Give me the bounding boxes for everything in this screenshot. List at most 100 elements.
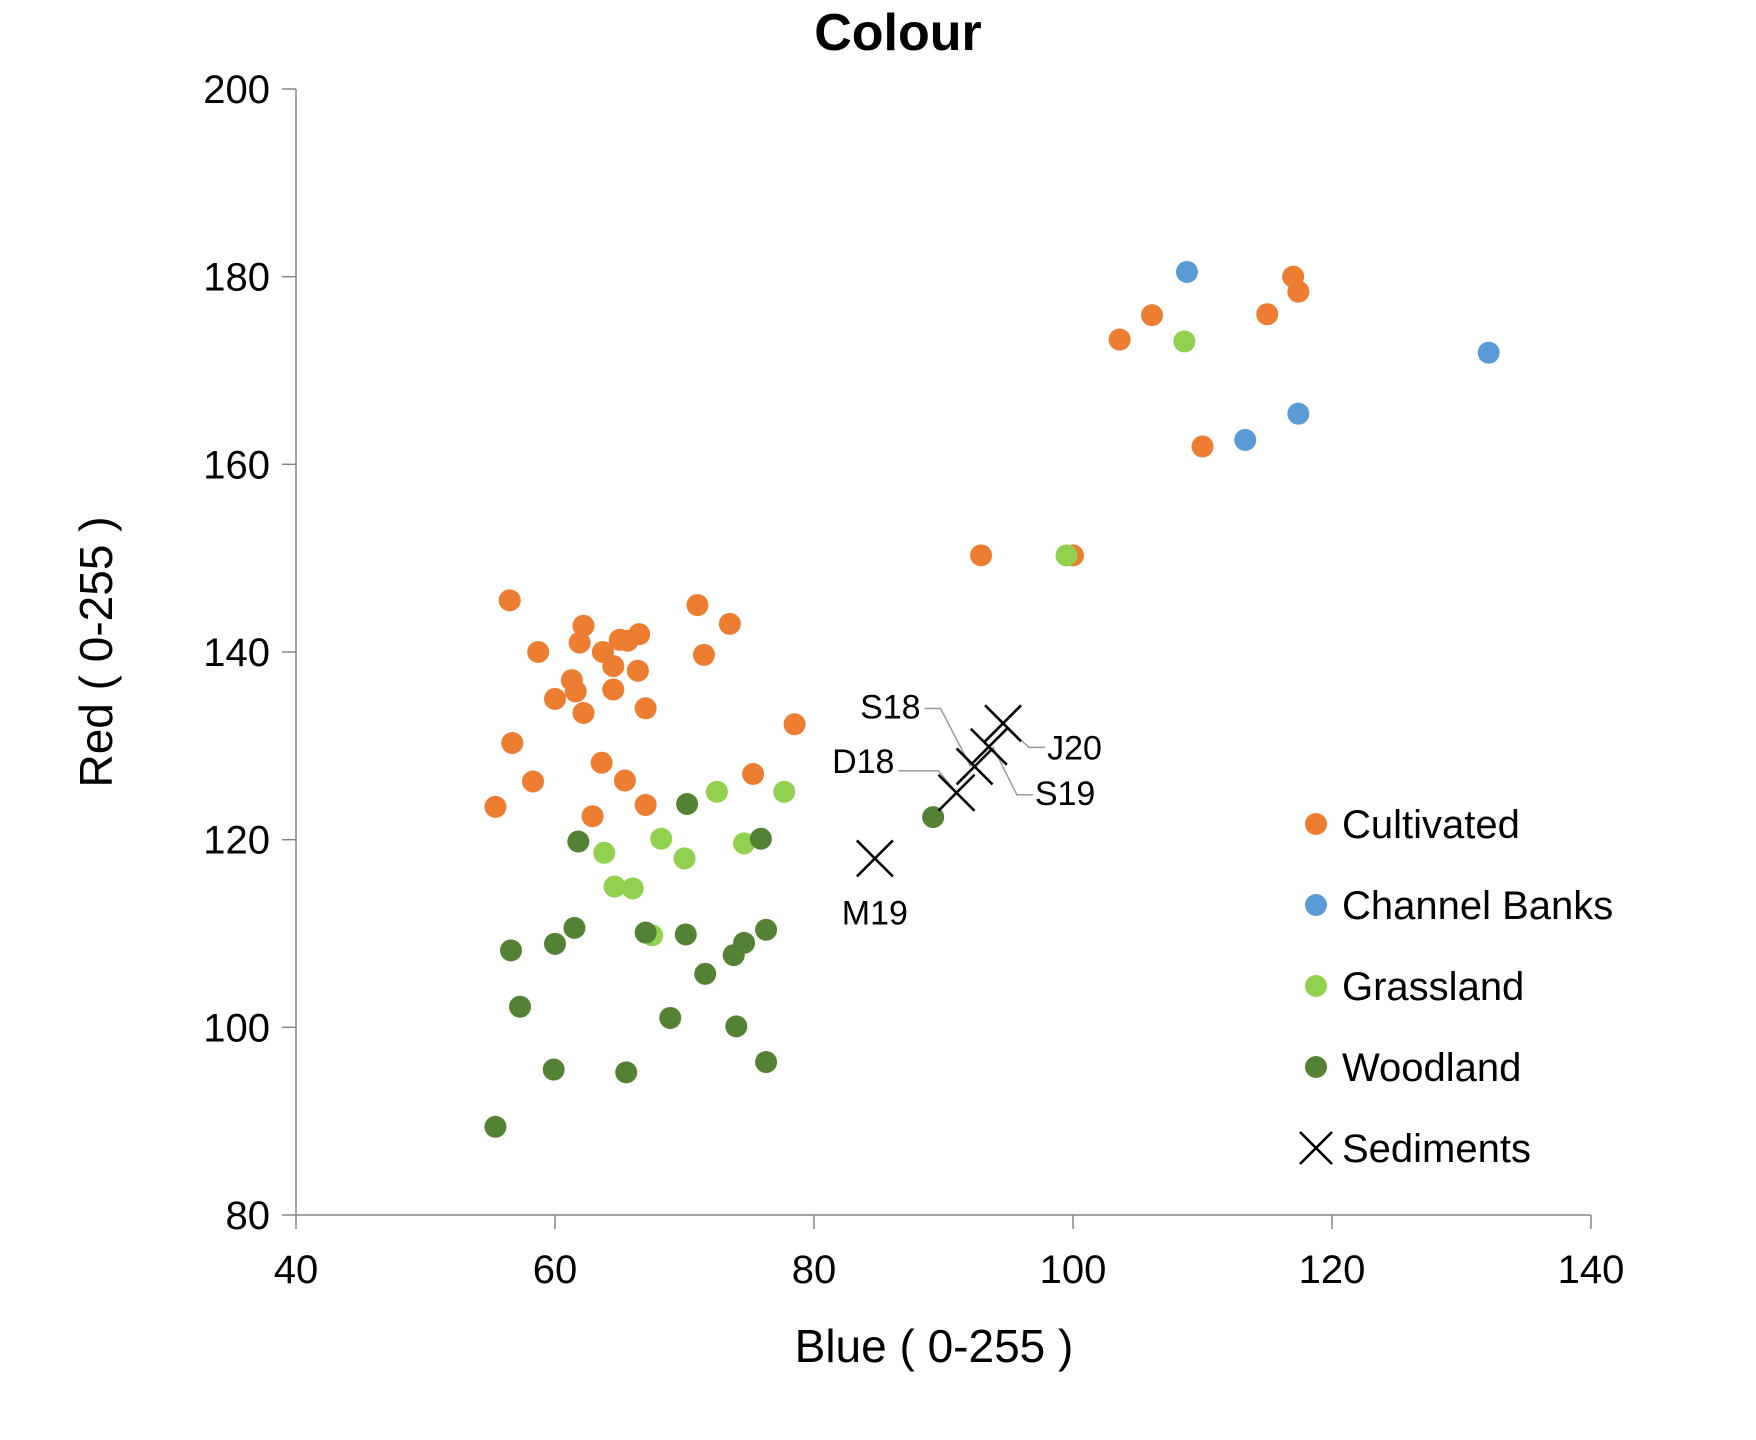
series-woodland xyxy=(484,793,945,1138)
legend-item: Grassland xyxy=(1305,965,1524,1009)
data-point xyxy=(603,875,626,898)
x-tick-label: 100 xyxy=(1040,1248,1107,1292)
y-tick-label: 160 xyxy=(203,443,270,487)
data-point xyxy=(659,1006,682,1029)
data-point xyxy=(1055,544,1078,567)
data-point xyxy=(755,1051,778,1074)
data-point xyxy=(970,544,993,567)
series-cultivated xyxy=(484,265,1310,828)
legend-marker xyxy=(1305,1056,1327,1078)
data-point xyxy=(773,780,796,803)
legend-label: Grassland xyxy=(1342,965,1524,1009)
x-tick-label: 80 xyxy=(792,1248,837,1292)
data-point xyxy=(509,995,532,1018)
legend-marker xyxy=(1299,1131,1333,1165)
data-point xyxy=(705,780,728,803)
data-point xyxy=(572,614,595,637)
series-grassland xyxy=(593,330,1196,947)
x-tick-label: 120 xyxy=(1299,1248,1366,1292)
data-point xyxy=(1108,328,1131,351)
data-point xyxy=(742,762,765,785)
legend-item: Woodland xyxy=(1305,1046,1521,1090)
data-point xyxy=(718,612,741,635)
sediment-marker xyxy=(984,704,1022,743)
data-point xyxy=(922,806,945,829)
data-point xyxy=(783,713,806,736)
data-point xyxy=(673,847,696,870)
data-point xyxy=(542,1058,565,1081)
data-point xyxy=(567,830,590,853)
legend-label: Cultivated xyxy=(1342,803,1520,847)
legend-marker xyxy=(1305,975,1327,997)
sediment-marker xyxy=(855,839,894,878)
data-point xyxy=(722,944,745,967)
tick-labels: 40 60 80 100 120 140 80 100 120 140 160 180 200 xyxy=(203,68,1624,1292)
data-point xyxy=(749,827,772,850)
data-point xyxy=(499,939,522,962)
sediment-marker xyxy=(955,747,994,786)
data-point xyxy=(692,643,715,666)
data-point xyxy=(572,701,595,724)
data-point xyxy=(563,916,586,939)
data-point xyxy=(498,589,521,612)
data-point xyxy=(621,877,644,900)
leader-line xyxy=(898,770,958,794)
ticks xyxy=(282,88,1592,1229)
data-point xyxy=(568,631,591,654)
data-point xyxy=(521,770,544,793)
legend-item: Channel Banks xyxy=(1305,884,1613,928)
data-point xyxy=(626,659,649,682)
data-point xyxy=(1287,280,1310,303)
data-point xyxy=(725,1015,748,1038)
data-point xyxy=(755,918,778,941)
legend-item: Cultivated xyxy=(1305,803,1520,847)
x-tick-label: 60 xyxy=(533,1248,578,1292)
data-point xyxy=(1477,341,1500,364)
data-point xyxy=(1173,330,1196,353)
leader-line xyxy=(992,746,1033,796)
y-tick-label: 120 xyxy=(203,819,270,863)
data-point xyxy=(1234,428,1257,451)
data-points xyxy=(484,260,1500,1138)
data-point xyxy=(484,1115,507,1138)
leader-line xyxy=(924,707,972,767)
legend: Cultivated Channel Banks Grassland Woodland… xyxy=(1299,803,1613,1171)
data-point xyxy=(613,769,636,792)
data-point xyxy=(1140,304,1163,327)
data-point xyxy=(501,732,524,755)
data-point xyxy=(564,680,587,703)
data-point xyxy=(527,641,550,663)
series-channel-banks xyxy=(1175,260,1500,451)
annotation-label: S19 xyxy=(1035,775,1096,813)
chart-title: Colour xyxy=(814,4,982,62)
data-point xyxy=(593,841,616,864)
y-tick-label: 180 xyxy=(203,256,270,300)
data-point xyxy=(615,1061,638,1084)
sediment-marker xyxy=(969,727,1008,766)
data-point xyxy=(544,932,566,955)
data-point xyxy=(628,623,651,646)
data-point xyxy=(733,832,756,855)
data-point xyxy=(1175,260,1198,283)
annotation-label: M19 xyxy=(842,894,908,932)
y-tick-label: 100 xyxy=(203,1006,270,1050)
data-point xyxy=(602,678,625,701)
annotation-label: D18 xyxy=(832,743,894,781)
data-point xyxy=(544,687,566,710)
legend-item: Sediments xyxy=(1299,1127,1531,1171)
x-axis-title: Blue ( 0-255 ) xyxy=(795,1320,1074,1372)
sediment-marker xyxy=(937,773,976,812)
data-point xyxy=(484,795,507,818)
data-point xyxy=(674,923,697,946)
data-point xyxy=(1191,435,1214,458)
legend-label: Woodland xyxy=(1342,1046,1521,1090)
leader-line xyxy=(1012,732,1046,749)
y-axis-title: Red ( 0-255 ) xyxy=(70,516,122,787)
series-sediments xyxy=(855,704,1022,878)
legend-label: Channel Banks xyxy=(1342,884,1613,928)
legend-marker xyxy=(1305,894,1327,916)
y-tick-label: 80 xyxy=(226,1194,271,1238)
y-tick-label: 140 xyxy=(203,631,270,675)
data-point xyxy=(650,827,673,850)
